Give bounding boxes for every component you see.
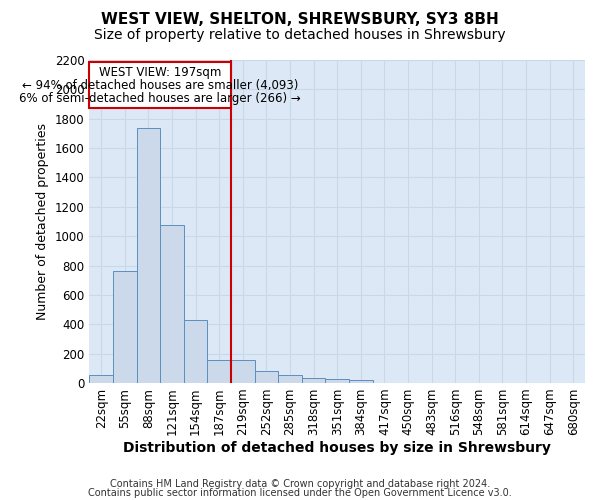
Text: ← 94% of detached houses are smaller (4,093): ← 94% of detached houses are smaller (4,…	[22, 79, 298, 92]
Bar	[302, 378, 325, 383]
Y-axis label: Number of detached properties: Number of detached properties	[36, 123, 49, 320]
Text: Contains public sector information licensed under the Open Government Licence v3: Contains public sector information licen…	[88, 488, 512, 498]
Bar	[349, 380, 373, 383]
Bar	[137, 128, 160, 383]
Bar	[160, 225, 184, 383]
Text: WEST VIEW: 197sqm: WEST VIEW: 197sqm	[99, 66, 221, 79]
Bar	[113, 272, 137, 383]
Text: Size of property relative to detached houses in Shrewsbury: Size of property relative to detached ho…	[94, 28, 506, 42]
X-axis label: Distribution of detached houses by size in Shrewsbury: Distribution of detached houses by size …	[123, 441, 551, 455]
FancyBboxPatch shape	[89, 62, 231, 108]
Bar	[231, 360, 254, 383]
Text: Contains HM Land Registry data © Crown copyright and database right 2024.: Contains HM Land Registry data © Crown c…	[110, 479, 490, 489]
Text: 6% of semi-detached houses are larger (266) →: 6% of semi-detached houses are larger (2…	[19, 92, 301, 104]
Bar	[254, 371, 278, 383]
Text: WEST VIEW, SHELTON, SHREWSBURY, SY3 8BH: WEST VIEW, SHELTON, SHREWSBURY, SY3 8BH	[101, 12, 499, 28]
Bar	[208, 360, 231, 383]
Bar	[278, 375, 302, 383]
Bar	[89, 375, 113, 383]
Bar	[325, 380, 349, 383]
Bar	[184, 320, 208, 383]
